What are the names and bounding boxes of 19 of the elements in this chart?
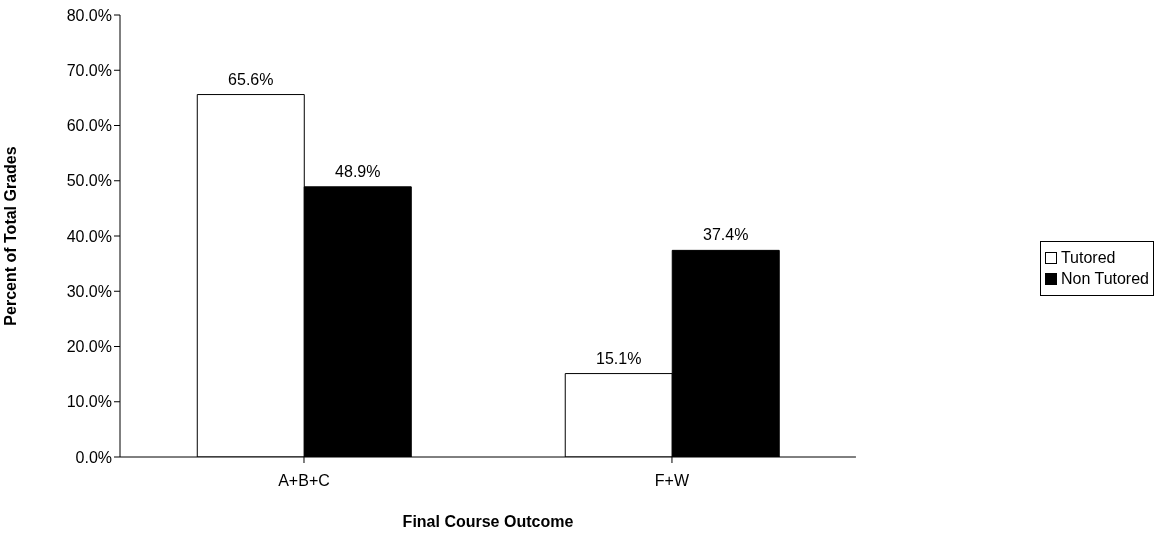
y-tick-label: 60.0%: [66, 117, 112, 135]
y-tick-label: 70.0%: [66, 61, 112, 79]
y-tick-label: 30.0%: [66, 282, 112, 300]
y-tick-label: 40.0%: [66, 227, 112, 245]
y-tick-label: 10.0%: [66, 393, 112, 411]
y-tick-label: 0.0%: [75, 448, 112, 466]
legend-label: Non Tutored: [1060, 270, 1149, 288]
data-label: 15.1%: [596, 349, 642, 367]
legend-label: Tutored: [1060, 249, 1116, 267]
data-label: 48.9%: [335, 162, 381, 180]
x-tick-label: F+W: [654, 472, 690, 490]
y-tick-label: 20.0%: [66, 338, 112, 356]
y-tick-label: 50.0%: [66, 172, 112, 190]
x-axis-title: Final Course Outcome: [402, 513, 574, 530]
data-label: 37.4%: [703, 226, 749, 244]
data-label: 65.6%: [228, 70, 274, 88]
y-tick-label: 80.0%: [66, 6, 112, 24]
x-tick-label: A+B+C: [278, 472, 330, 490]
y-axis-title: Percent of Total Grades: [1, 146, 19, 326]
